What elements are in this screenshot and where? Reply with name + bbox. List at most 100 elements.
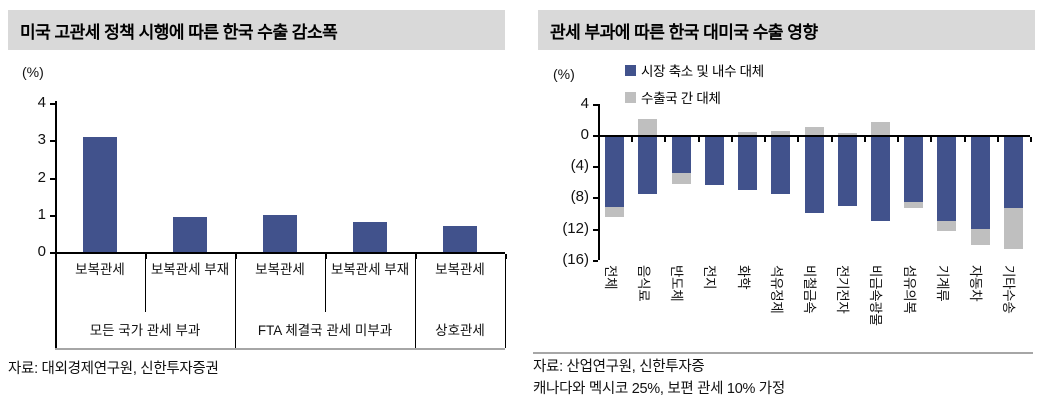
bar-전기전자-gray [837,132,857,135]
left-y-tick [50,140,55,143]
legend-label: 수출국 간 대체 [641,91,721,106]
right-category-label-비금속광물: 비금속광물 [868,265,884,326]
bar-음식료-navy [638,135,658,195]
left-group-divider [415,254,416,348]
right-chart-legend: 시장 축소 및 내수 대체 수출국 간 대체 [625,60,764,114]
bar-전기전자-navy [837,135,857,206]
left-y-axis [55,101,57,348]
right-x-boundary-tick [863,137,866,142]
legend-label: 시장 축소 및 내수 대체 [641,64,764,79]
bar-화학-navy [738,135,758,190]
right-x-boundary-tick [996,137,999,142]
left-group-label: 모든 국가 관세 부과 [89,323,201,338]
bar-석유정제-gray [771,131,791,135]
right-chart-bottom-rule [533,352,1033,354]
left-y-axis-unit: (%) [22,64,44,80]
bar-보복관세 [263,214,297,252]
bar-반도체-gray [671,173,691,185]
left-group-label: FTA 체결국 관세 미부과 [257,323,393,338]
right-y-tick-label: (16) [562,250,589,268]
legend-swatch-gray-icon [625,91,636,103]
right-y-tick-label: (12) [562,219,589,237]
left-y-tick-label: 2 [37,168,46,186]
bar-비금속광물-gray [870,121,890,135]
left-y-tick-label: 0 [37,243,46,260]
right-zero-line [598,135,1030,137]
right-y-axis-unit: (%) [553,66,575,82]
right-x-boundary-tick [963,137,966,142]
right-y-tick [593,103,598,106]
legend-swatch-navy-icon [625,64,636,76]
left-x-boundary-tick [505,254,507,259]
left-y-tick-label: 1 [37,205,46,223]
left-chart-source: 자료: 대외경제연구원, 신한투자증권 [8,361,219,377]
left-x-boundary-tick [325,254,327,259]
right-category-label-기계류: 기계류 [934,265,950,302]
right-category-label-전지: 전지 [702,265,718,290]
left-category-label: 보복관세 부재 [330,262,410,277]
bar-비금속광물-navy [870,135,890,221]
bar-기계류-navy [937,135,957,221]
left-category-label: 보복관세 부재 [150,262,230,277]
legend-item-market: 시장 축소 및 내수 대체 [625,60,764,80]
right-chart-source: 자료: 산업연구원, 신한투자증 [533,359,705,375]
right-y-tick-label: 0 [580,126,589,143]
bar-보복관세 [443,225,477,252]
right-x-boundary-tick [697,137,700,142]
bar-석유정제-navy [771,135,791,194]
right-category-label-기타수송: 기타수송 [1001,265,1017,314]
bar-섬유의복-navy [904,135,924,203]
left-y-tick [50,252,55,254]
right-y-tick [593,197,598,200]
bar-화학-gray [738,131,758,135]
left-category-label: 보복관세 [75,262,125,277]
bar-자동차-navy [970,135,990,230]
bar-반도체-navy [671,135,691,174]
right-y-tick [593,135,598,137]
right-x-boundary-tick [930,137,933,142]
right-y-tick-label: (8) [570,188,589,206]
bar-기타수송-gray [1003,207,1023,249]
bar-섬유의복-gray [904,202,924,209]
right-chart-panel: 관세 부과에 따른 한국 대미국 수출 영향 (%) 시장 축소 및 내수 대체… [533,10,1037,407]
bar-기계류-gray [937,220,957,231]
right-x-boundary-tick [1030,137,1032,142]
right-x-boundary-tick [598,137,600,142]
right-category-label-화학: 화학 [735,265,751,290]
right-category-label-섬유의복: 섬유의복 [901,265,917,314]
right-chart-assumption-note: 캐나다와 멕시코 25%, 보편 관세 10% 가정 [533,381,785,397]
left-y-tick [50,214,55,217]
bar-보복관세 부재 [173,216,207,252]
right-category-label-전체: 전체 [602,265,618,290]
left-category-label: 보복관세 [435,262,485,277]
bar-보복관세 [83,136,117,252]
bar-전체-gray [605,206,625,217]
right-y-axis [598,103,600,260]
left-group-divider [235,254,236,348]
left-category-divider [325,254,326,312]
left-x-boundary-tick [145,254,147,259]
left-x-boundary-tick [55,254,57,259]
left-category-label: 보복관세 [255,262,305,277]
left-y-tick-label: 3 [37,131,46,149]
left-x-boundary-tick [415,254,417,259]
bar-음식료-gray [638,119,658,135]
bar-전체-navy [605,135,625,207]
left-y-tick [50,103,55,105]
bar-자동차-gray [970,229,990,245]
right-category-label-석유정제: 석유정제 [768,265,784,314]
right-chart-title: 관세 부과에 따른 한국 대미국 수출 영향 [538,10,1035,50]
left-x-boundary-tick [235,254,237,259]
bar-기타수송-navy [1003,135,1023,208]
right-y-tick [593,228,598,231]
left-x-axis [55,252,505,254]
bar-보복관세 부재 [353,222,387,252]
right-y-tick-label: 4 [580,94,589,112]
left-y-tick [50,177,55,180]
right-category-label-비철금속: 비철금속 [802,265,817,314]
right-x-boundary-tick [631,137,634,142]
right-x-boundary-tick [797,137,800,142]
left-y-tick-label: 4 [37,94,46,111]
right-category-label-반도체: 반도체 [669,265,685,302]
left-chart-bottom-rule [55,348,505,350]
